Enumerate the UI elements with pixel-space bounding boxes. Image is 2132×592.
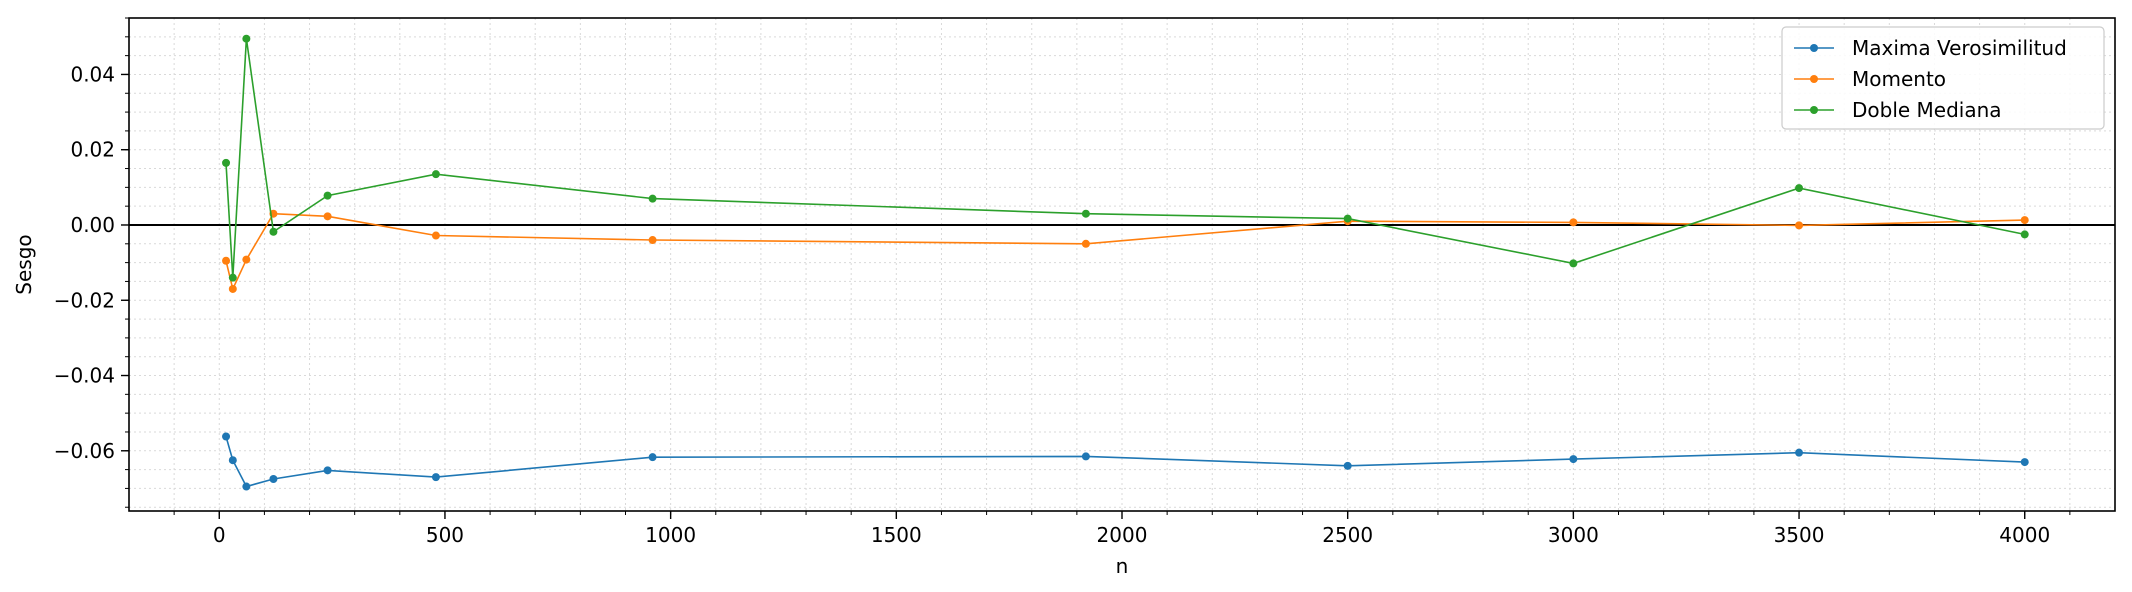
legend-label-maxima-verosimilitud: Maxima Verosimilitud xyxy=(1852,36,2067,60)
data-point-momento xyxy=(1569,218,1578,227)
data-point-maxima-verosimilitud xyxy=(228,456,237,465)
y-tick-label: 0.02 xyxy=(70,138,115,162)
x-tick-label: 1500 xyxy=(871,523,922,547)
data-point-momento xyxy=(228,284,237,293)
data-point-maxima-verosimilitud xyxy=(1343,461,1352,470)
x-tick-label: 2000 xyxy=(1097,523,1148,547)
data-point-momento xyxy=(2020,216,2029,225)
data-point-doble-mediana xyxy=(1795,184,1804,193)
legend: Maxima Verosimilitud Momento Doble Mediana xyxy=(1781,26,2105,130)
data-point-doble-mediana xyxy=(1343,214,1352,223)
data-point-maxima-verosimilitud xyxy=(648,453,657,462)
legend-swatch-marker-momento xyxy=(1810,75,1818,83)
data-point-momento xyxy=(222,256,231,265)
data-point-doble-mediana xyxy=(242,34,251,43)
data-point-maxima-verosimilitud xyxy=(2020,458,2029,467)
data-point-momento xyxy=(648,236,657,245)
legend-swatch-marker-maxima-verosimilitud xyxy=(1810,44,1818,52)
x-axis-label: n xyxy=(1116,554,1129,578)
legend-swatch-marker-doble-mediana xyxy=(1810,106,1818,114)
data-point-doble-mediana xyxy=(228,273,237,282)
legend-label-momento: Momento xyxy=(1852,67,1946,91)
data-point-momento xyxy=(1081,239,1090,248)
legend-box xyxy=(1781,26,2105,130)
data-point-maxima-verosimilitud xyxy=(431,473,440,482)
x-tick-label: 3500 xyxy=(1774,523,1825,547)
data-point-doble-mediana xyxy=(648,194,657,203)
x-tick-label: 2500 xyxy=(1322,523,1373,547)
x-tick-label: 4000 xyxy=(1999,523,2050,547)
x-tick-label: 0 xyxy=(213,523,226,547)
legend-label-doble-mediana: Doble Mediana xyxy=(1852,98,2002,122)
axes: 0 500 1000 1500 2000 2500 3000 3500 4000 −0.06 −0.… xyxy=(54,17,2071,547)
data-point-doble-mediana xyxy=(1081,209,1090,218)
x-tick-label: 1000 xyxy=(645,523,696,547)
data-point-maxima-verosimilitud xyxy=(242,482,251,491)
y-tick-label: 0.00 xyxy=(70,213,115,237)
series-line-momento xyxy=(225,212,2025,292)
data-point-momento xyxy=(242,255,251,264)
data-point-maxima-verosimilitud xyxy=(323,466,332,475)
y-tick-label: −0.02 xyxy=(54,288,115,312)
data-point-doble-mediana xyxy=(2020,230,2029,239)
data-point-maxima-verosimilitud xyxy=(222,432,231,441)
y-tick-label: −0.06 xyxy=(54,439,115,463)
x-tick-label: 3000 xyxy=(1548,523,1599,547)
x-tick-label: 500 xyxy=(426,523,464,547)
y-tick-label: 0.04 xyxy=(70,62,115,86)
series-line-doble-mediana xyxy=(225,38,2025,278)
y-axis-label: Sesgo xyxy=(12,234,36,294)
y-tick-label: −0.04 xyxy=(54,364,115,388)
data-point-maxima-verosimilitud xyxy=(1569,455,1578,464)
data-point-doble-mediana xyxy=(1569,259,1578,268)
data-point-maxima-verosimilitud xyxy=(1081,452,1090,461)
data-point-maxima-verosimilitud xyxy=(269,475,278,484)
data-point-doble-mediana xyxy=(323,191,332,200)
data-point-momento xyxy=(431,231,440,240)
series-line-maxima-verosimilitud xyxy=(225,436,2025,488)
data-point-doble-mediana xyxy=(269,227,278,236)
data-point-momento xyxy=(323,212,332,221)
data-point-doble-mediana xyxy=(222,158,231,167)
data-point-doble-mediana xyxy=(431,170,440,179)
data-point-momento xyxy=(1795,221,1804,230)
series-group xyxy=(222,34,2029,491)
data-point-maxima-verosimilitud xyxy=(1795,448,1804,457)
